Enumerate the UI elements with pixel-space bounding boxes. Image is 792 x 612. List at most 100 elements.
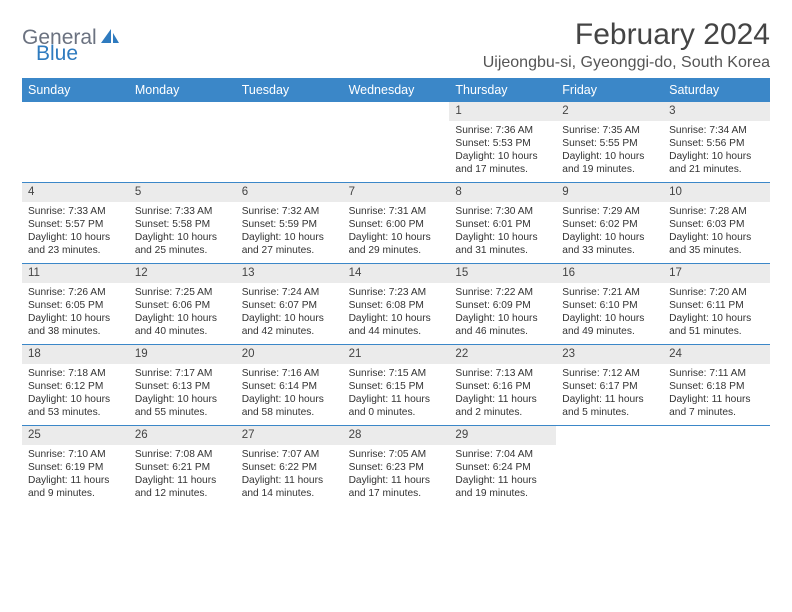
day-number: 29 xyxy=(449,426,556,445)
sunset-line: Sunset: 6:21 PM xyxy=(135,461,230,474)
sunset-line: Sunset: 6:02 PM xyxy=(562,218,657,231)
logo-text-blue: Blue xyxy=(36,42,78,65)
day-cell xyxy=(343,102,450,182)
day-cell: 13Sunrise: 7:24 AMSunset: 6:07 PMDayligh… xyxy=(236,264,343,344)
day-number: 14 xyxy=(343,264,450,283)
day-number: 4 xyxy=(22,183,129,202)
day-number: 3 xyxy=(663,102,770,121)
day-body: Sunrise: 7:13 AMSunset: 6:16 PMDaylight:… xyxy=(449,364,556,423)
day-body: Sunrise: 7:16 AMSunset: 6:14 PMDaylight:… xyxy=(236,364,343,423)
sunrise-line: Sunrise: 7:28 AM xyxy=(669,205,764,218)
weekday-header: Thursday xyxy=(449,78,556,102)
day-number: 25 xyxy=(22,426,129,445)
daylight-line: Daylight: 11 hours and 17 minutes. xyxy=(349,474,444,500)
day-number: 21 xyxy=(343,345,450,364)
day-number: 7 xyxy=(343,183,450,202)
day-number: 26 xyxy=(129,426,236,445)
daylight-line: Daylight: 11 hours and 12 minutes. xyxy=(135,474,230,500)
sunset-line: Sunset: 5:57 PM xyxy=(28,218,123,231)
sunset-line: Sunset: 5:56 PM xyxy=(669,137,764,150)
sunrise-line: Sunrise: 7:32 AM xyxy=(242,205,337,218)
daylight-line: Daylight: 11 hours and 5 minutes. xyxy=(562,393,657,419)
day-number: 11 xyxy=(22,264,129,283)
day-number: 1 xyxy=(449,102,556,121)
sunrise-line: Sunrise: 7:29 AM xyxy=(562,205,657,218)
header: General Blue February 2024 Uijeongbu-si,… xyxy=(22,18,770,72)
sunset-line: Sunset: 6:19 PM xyxy=(28,461,123,474)
day-number: 17 xyxy=(663,264,770,283)
calendar-week-row: 18Sunrise: 7:18 AMSunset: 6:12 PMDayligh… xyxy=(22,344,770,425)
day-body: Sunrise: 7:32 AMSunset: 5:59 PMDaylight:… xyxy=(236,202,343,261)
daylight-line: Daylight: 11 hours and 7 minutes. xyxy=(669,393,764,419)
daylight-line: Daylight: 10 hours and 21 minutes. xyxy=(669,150,764,176)
day-number: 13 xyxy=(236,264,343,283)
day-number-empty xyxy=(22,102,129,121)
sunrise-line: Sunrise: 7:33 AM xyxy=(28,205,123,218)
day-number: 18 xyxy=(22,345,129,364)
daylight-line: Daylight: 11 hours and 14 minutes. xyxy=(242,474,337,500)
sunset-line: Sunset: 6:13 PM xyxy=(135,380,230,393)
daylight-line: Daylight: 10 hours and 42 minutes. xyxy=(242,312,337,338)
weekday-header-row: SundayMondayTuesdayWednesdayThursdayFrid… xyxy=(22,78,770,102)
day-body: Sunrise: 7:28 AMSunset: 6:03 PMDaylight:… xyxy=(663,202,770,261)
sunrise-line: Sunrise: 7:05 AM xyxy=(349,448,444,461)
daylight-line: Daylight: 10 hours and 53 minutes. xyxy=(28,393,123,419)
day-cell: 9Sunrise: 7:29 AMSunset: 6:02 PMDaylight… xyxy=(556,183,663,263)
day-body: Sunrise: 7:15 AMSunset: 6:15 PMDaylight:… xyxy=(343,364,450,423)
daylight-line: Daylight: 10 hours and 55 minutes. xyxy=(135,393,230,419)
day-body: Sunrise: 7:29 AMSunset: 6:02 PMDaylight:… xyxy=(556,202,663,261)
month-title: February 2024 xyxy=(483,18,770,52)
sunset-line: Sunset: 5:58 PM xyxy=(135,218,230,231)
location-subtitle: Uijeongbu-si, Gyeonggi-do, South Korea xyxy=(483,54,770,72)
sunset-line: Sunset: 6:12 PM xyxy=(28,380,123,393)
daylight-line: Daylight: 10 hours and 38 minutes. xyxy=(28,312,123,338)
daylight-line: Daylight: 10 hours and 33 minutes. xyxy=(562,231,657,257)
daylight-line: Daylight: 11 hours and 2 minutes. xyxy=(455,393,550,419)
day-cell: 7Sunrise: 7:31 AMSunset: 6:00 PMDaylight… xyxy=(343,183,450,263)
day-body: Sunrise: 7:23 AMSunset: 6:08 PMDaylight:… xyxy=(343,283,450,342)
day-cell: 22Sunrise: 7:13 AMSunset: 6:16 PMDayligh… xyxy=(449,345,556,425)
sunset-line: Sunset: 6:23 PM xyxy=(349,461,444,474)
day-cell: 27Sunrise: 7:07 AMSunset: 6:22 PMDayligh… xyxy=(236,426,343,506)
sunrise-line: Sunrise: 7:23 AM xyxy=(349,286,444,299)
day-cell: 21Sunrise: 7:15 AMSunset: 6:15 PMDayligh… xyxy=(343,345,450,425)
day-cell: 15Sunrise: 7:22 AMSunset: 6:09 PMDayligh… xyxy=(449,264,556,344)
sunrise-line: Sunrise: 7:15 AM xyxy=(349,367,444,380)
sunrise-line: Sunrise: 7:33 AM xyxy=(135,205,230,218)
sunset-line: Sunset: 5:55 PM xyxy=(562,137,657,150)
sunset-line: Sunset: 6:11 PM xyxy=(669,299,764,312)
sunrise-line: Sunrise: 7:16 AM xyxy=(242,367,337,380)
sunset-line: Sunset: 6:06 PM xyxy=(135,299,230,312)
daylight-line: Daylight: 10 hours and 51 minutes. xyxy=(669,312,764,338)
daylight-line: Daylight: 10 hours and 19 minutes. xyxy=(562,150,657,176)
sunrise-line: Sunrise: 7:31 AM xyxy=(349,205,444,218)
day-number: 6 xyxy=(236,183,343,202)
daylight-line: Daylight: 10 hours and 49 minutes. xyxy=(562,312,657,338)
calendar-grid: 1Sunrise: 7:36 AMSunset: 5:53 PMDaylight… xyxy=(22,102,770,506)
logo: General Blue xyxy=(22,26,120,51)
day-cell: 6Sunrise: 7:32 AMSunset: 5:59 PMDaylight… xyxy=(236,183,343,263)
day-cell: 3Sunrise: 7:34 AMSunset: 5:56 PMDaylight… xyxy=(663,102,770,182)
sunset-line: Sunset: 6:15 PM xyxy=(349,380,444,393)
sunset-line: Sunset: 6:03 PM xyxy=(669,218,764,231)
day-number: 8 xyxy=(449,183,556,202)
day-cell: 1Sunrise: 7:36 AMSunset: 5:53 PMDaylight… xyxy=(449,102,556,182)
sunrise-line: Sunrise: 7:13 AM xyxy=(455,367,550,380)
calendar-week-row: 4Sunrise: 7:33 AMSunset: 5:57 PMDaylight… xyxy=(22,182,770,263)
day-body: Sunrise: 7:34 AMSunset: 5:56 PMDaylight:… xyxy=(663,121,770,180)
weekday-header: Saturday xyxy=(663,78,770,102)
daylight-line: Daylight: 11 hours and 0 minutes. xyxy=(349,393,444,419)
day-number: 23 xyxy=(556,345,663,364)
day-number: 10 xyxy=(663,183,770,202)
day-body: Sunrise: 7:20 AMSunset: 6:11 PMDaylight:… xyxy=(663,283,770,342)
day-body: Sunrise: 7:10 AMSunset: 6:19 PMDaylight:… xyxy=(22,445,129,504)
weekday-header: Wednesday xyxy=(343,78,450,102)
sunrise-line: Sunrise: 7:24 AM xyxy=(242,286,337,299)
sunrise-line: Sunrise: 7:25 AM xyxy=(135,286,230,299)
day-body: Sunrise: 7:05 AMSunset: 6:23 PMDaylight:… xyxy=(343,445,450,504)
sunrise-line: Sunrise: 7:21 AM xyxy=(562,286,657,299)
sunset-line: Sunset: 6:05 PM xyxy=(28,299,123,312)
day-number: 5 xyxy=(129,183,236,202)
sunrise-line: Sunrise: 7:17 AM xyxy=(135,367,230,380)
sunset-line: Sunset: 5:53 PM xyxy=(455,137,550,150)
